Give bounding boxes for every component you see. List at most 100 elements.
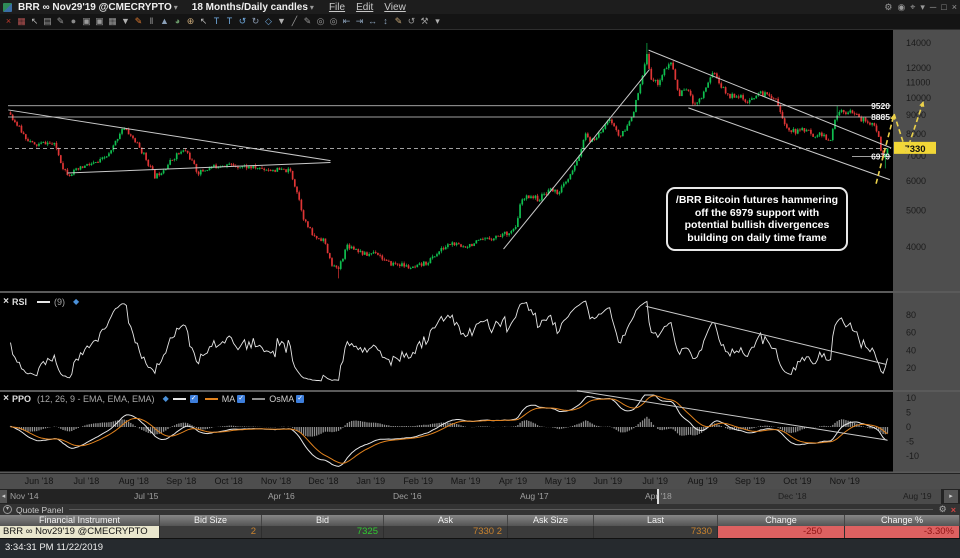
extend-left-icon[interactable]: ⇤ [342,16,351,26]
ppo-ma-swatch [204,397,218,400]
bars-icon[interactable]: ‖ [149,16,154,26]
status-bar: 3:34:31 PM 11/22/2019 [0,538,960,558]
timeline-label: Aug '19 [903,491,932,501]
timeline-right-arrow[interactable]: ▸ [944,490,958,503]
tools-icon[interactable]: ⚒ [420,16,429,26]
quote-panel-header: ▾ Quote Panel ⚙ × [0,504,960,515]
circle-tool-icon[interactable]: ● [70,16,77,26]
timeframe-dropdown-icon[interactable]: ▾ [309,2,314,12]
svg-text:8885: 8885 [871,112,890,122]
x-axis-label: Jun '18 [24,476,54,486]
quote-panel-gear-icon[interactable]: ⚙ [938,504,947,514]
pie-tool-icon[interactable]: ◕ [174,16,181,26]
ppo-osma-checkbox[interactable]: ✓ [296,394,305,403]
quote-panel-rule [69,509,933,510]
text-box-tool-icon[interactable]: T [226,16,233,26]
quote-col-header-instrument: Financial Instrument [0,515,160,526]
quote-panel-close-icon[interactable]: × [950,504,956,515]
table-icon[interactable]: ▤ [43,16,52,26]
triangle-tool-icon[interactable]: ▲ [160,16,169,26]
svg-text:-10: -10 [906,451,919,461]
shape-tool-icon[interactable]: ◇ [265,16,272,26]
quote-cell-instrument[interactable]: BRR ∞ Nov29'19 @CMECRYPTO [0,526,160,538]
timeline-scrollbar[interactable]: ◂ ▸ Nov '14 Jul '15 Apr '16 Dec '16 Aug '17 A… [0,489,960,504]
svg-text:20: 20 [906,363,916,373]
quote-panel-collapse-icon[interactable]: ▾ [3,505,12,514]
minimize-icon[interactable]: ─ [929,2,937,12]
ppo-line-checkbox[interactable]: ✓ [189,394,198,403]
rsi-indicator-icon[interactable]: ◆ [73,297,80,306]
link-icon[interactable]: ◉ [897,1,906,12]
rsi-panel-header: × RSI (9) ◆ [0,295,79,308]
close-icon[interactable]: × [951,2,957,12]
quote-cell-bid[interactable]: 7325 [262,526,384,538]
maximize-icon[interactable]: □ [941,2,947,12]
stamp-icon[interactable]: ✎ [56,16,65,26]
image-icon[interactable]: ▣ [82,16,91,26]
target-icon[interactable]: ⊕ [186,16,195,26]
svg-text:5: 5 [906,408,911,418]
annotate-pencil-icon[interactable]: ✎ [303,16,312,26]
timeline-left-arrow[interactable]: ◂ [0,490,7,503]
main-chart[interactable]: 4000 5000 6000 7000 8000 9000 10000 11000 12000 1… [0,30,960,473]
timeframe-selector[interactable]: 18 Months/Daily candles [191,1,308,13]
expand-horizontal-icon[interactable]: ↔ [368,16,377,26]
svg-text:4000: 4000 [906,242,926,252]
quote-cell-ask[interactable]: 7330 2 [384,526,508,538]
layout-grid-icon[interactable]: ▦ [108,16,117,26]
rsi-close-icon[interactable]: × [3,296,9,307]
draw-pencil-icon[interactable]: ✎ [134,16,143,26]
ppo-panel-header: × PPO (12, 26, 9 - EMA, EMA, EMA) ◆ ✓ MA… [0,392,307,405]
pointer-icon[interactable]: ↖ [199,16,208,26]
quote-row[interactable]: BRR ∞ Nov29'19 @CMECRYPTO 2 7325 7330 2 7330… [0,526,960,538]
symbol-selector[interactable]: BRR ∞ Nov29'19 @CMECRYPTO [18,1,172,13]
x-axis-label: Jul '19 [642,476,669,486]
refresh-icon[interactable]: ↺ [407,16,416,26]
timeline-selected-range[interactable] [659,489,941,504]
quote-cell-change_pct[interactable]: -3.30% [845,526,960,538]
timeline-range-handle[interactable] [657,489,659,504]
menu-file[interactable]: File [328,1,346,13]
menu-view[interactable]: View [384,1,406,13]
menu-edit[interactable]: Edit [356,1,374,13]
symbol-dropdown-icon[interactable]: ▾ [173,2,178,12]
trendline-tool-icon[interactable]: ╱ [291,16,298,26]
redo-icon[interactable]: ↻ [251,16,260,26]
x-axis-label: Jul '18 [73,476,100,486]
x-axis-label: Jun '19 [593,476,623,486]
x-axis[interactable]: Jun '18 Jul '18 Aug '18 Sep '18 Oct '18 Nov '… [0,473,960,490]
x-axis-label: Jan '19 [356,476,386,486]
grid-snap-icon[interactable]: ▦ [17,16,26,26]
svg-text:0: 0 [906,422,911,432]
quote-cell-bid_size[interactable]: 2 [160,526,262,538]
annotation-note[interactable]: /BRR Bitcoin futures hammering off the 69… [666,187,848,251]
ppo-ma-label: MA [221,393,236,404]
x-axis-label: Sep '19 [734,476,766,486]
zoom-out-icon[interactable]: ◎ [329,16,338,26]
svg-text:11000: 11000 [906,77,930,87]
extend-right-icon[interactable]: ⇥ [355,16,364,26]
x-axis-label: Sep '18 [166,476,197,486]
cursor-icon[interactable]: ↖ [30,16,39,26]
quote-cell-change[interactable]: -250 [718,526,845,538]
pin-dropdown-icon[interactable]: ▾ [920,1,925,12]
close-icon[interactable]: × [5,16,12,26]
app-icon [3,2,12,12]
layout-dropdown-icon[interactable]: ▼ [121,16,130,26]
highlight-pencil-icon[interactable]: ✎ [394,16,403,26]
timeline-label: Nov '14 [10,491,39,501]
snapshot-icon[interactable]: ▣ [95,16,104,26]
expand-vertical-icon[interactable]: ↕ [383,16,388,26]
ppo-close-icon[interactable]: × [3,393,9,404]
ppo-indicator-icon[interactable]: ◆ [162,394,169,403]
undo-icon[interactable]: ↺ [238,16,247,26]
zoom-in-icon[interactable]: ◎ [316,16,325,26]
shape-dropdown-icon[interactable]: ▼ [277,16,286,26]
pin-icon[interactable]: ⌖ [910,1,916,12]
ppo-ma-checkbox[interactable]: ✓ [237,394,246,403]
quote-cell-last[interactable]: 7330 [594,526,718,538]
quote-cell-ask_size[interactable] [508,526,594,538]
text-tool-icon[interactable]: T [213,16,220,26]
gear-icon[interactable]: ⚙ [884,1,893,12]
tools-dropdown-icon[interactable]: ▾ [435,16,440,26]
